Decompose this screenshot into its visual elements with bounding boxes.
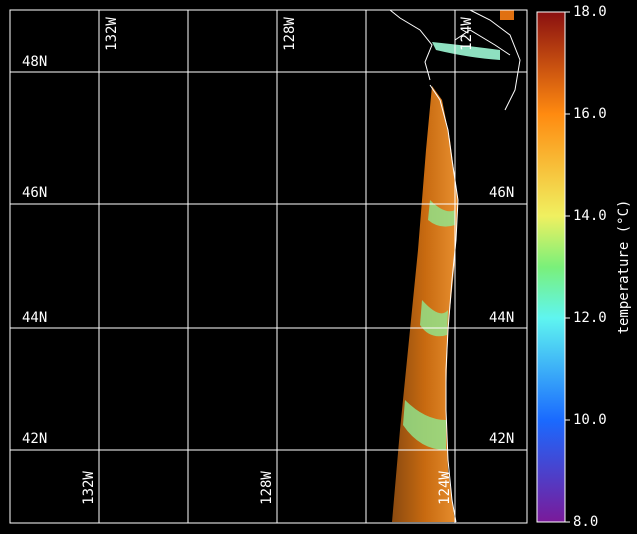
lat-label: 46N [22, 185, 47, 201]
lat-label: 42N [489, 431, 514, 447]
cool-water [403, 200, 455, 450]
colorbar [536, 11, 566, 523]
colorbar-label: temperature (°C) [616, 200, 632, 335]
colorbar-tick-label: 18.0 [573, 4, 607, 20]
colorbar-tick-label: 10.0 [573, 412, 607, 428]
lat-label: 42N [22, 431, 47, 447]
lon-label: 132W [81, 471, 97, 505]
lon-label: 124W [437, 471, 453, 505]
colorbar-tick-label: 16.0 [573, 106, 607, 122]
lon-label: 124W [459, 17, 475, 51]
colorbar-tick-label: 8.0 [573, 514, 598, 530]
map-frame [9, 9, 528, 524]
inland-water [500, 10, 514, 20]
colorbar-tick-label: 12.0 [573, 310, 607, 326]
lat-label: 46N [489, 185, 514, 201]
lon-label: 132W [104, 17, 120, 51]
lat-label: 44N [22, 310, 47, 326]
strait-water [432, 42, 500, 60]
lat-label: 44N [489, 310, 514, 326]
graticule [10, 10, 527, 523]
colorbar-tick-label: 14.0 [573, 208, 607, 224]
colorbar-ticks: 8.0 10.0 12.0 14.0 16.0 18.0 [565, 4, 607, 530]
lat-label: 48N [22, 54, 47, 70]
coastline [389, 9, 521, 523]
lon-label: 128W [282, 17, 298, 51]
lon-label: 128W [259, 471, 275, 505]
